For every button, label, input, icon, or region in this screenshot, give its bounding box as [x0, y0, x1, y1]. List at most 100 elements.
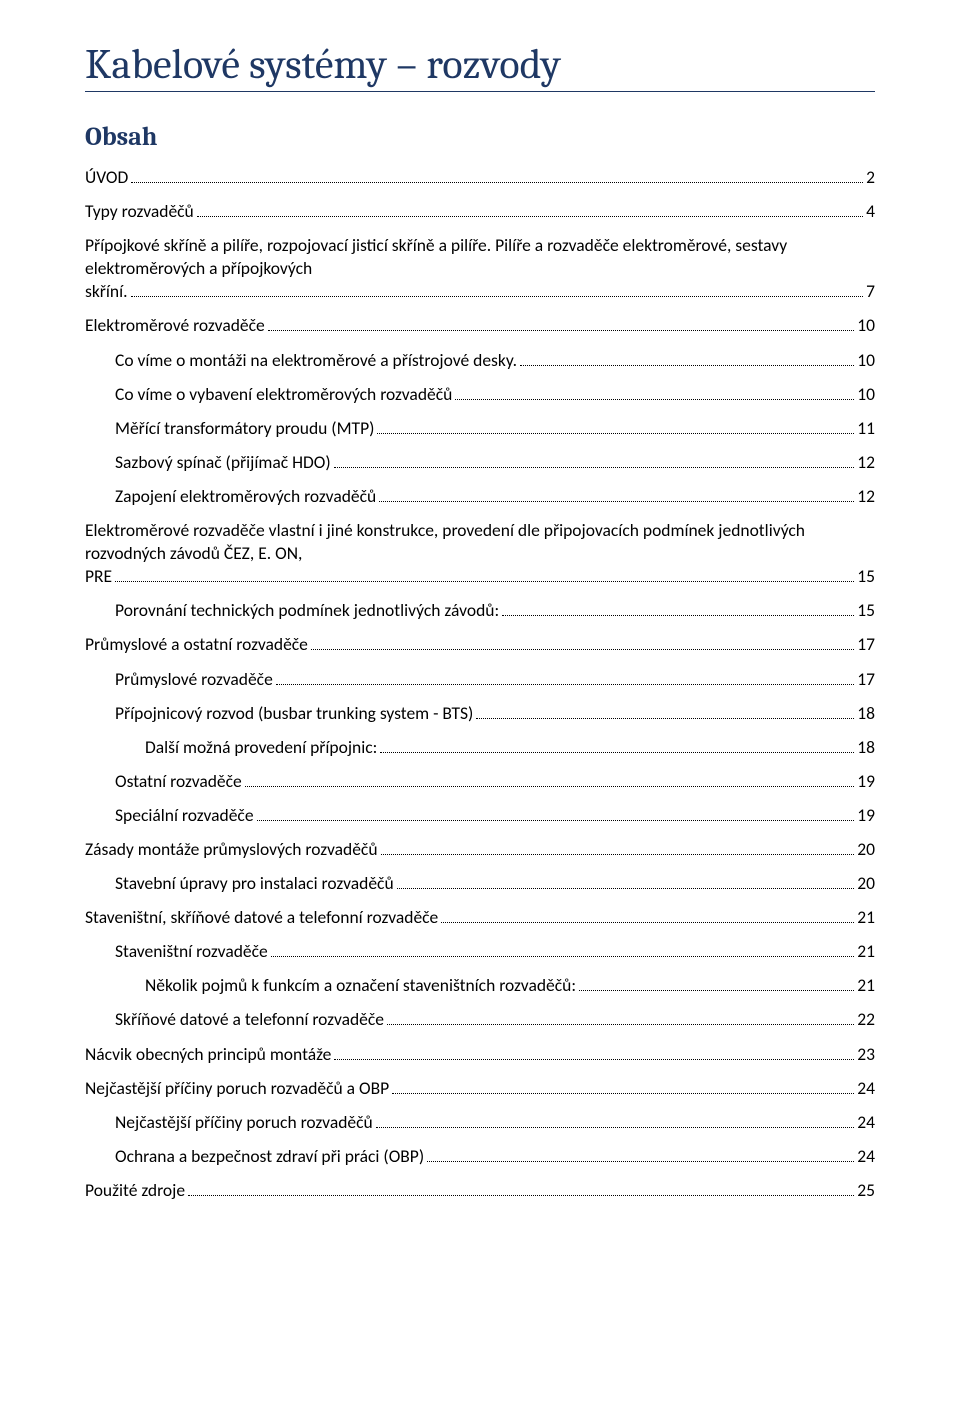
- toc-entry[interactable]: ÚVOD2: [85, 166, 875, 189]
- toc-leader: [379, 486, 854, 502]
- toc-page-number: 21: [857, 940, 875, 963]
- toc-page-number: 20: [857, 838, 875, 861]
- toc-label: Sazbový spínač (přijímač HDO): [115, 451, 331, 474]
- toc-page-number: 15: [857, 565, 875, 588]
- toc-entry[interactable]: Skříňové datové a telefonní rozvaděče 22: [85, 1008, 875, 1031]
- toc-label: Speciální rozvaděče: [115, 804, 254, 827]
- table-of-contents: ÚVOD2 Typy rozvaděčů 4 Přípojkové skříně a …: [85, 166, 875, 1202]
- toc-label: Přípojkové skříně a pilíře, rozpojovací …: [85, 234, 787, 279]
- toc-page-number: 22: [857, 1008, 875, 1031]
- toc-entry[interactable]: Měřící transformátory proudu (MTP)11: [85, 417, 875, 440]
- toc-label: Staveništní rozvaděče: [115, 940, 268, 963]
- toc-leader: [455, 384, 854, 400]
- toc-last-line: PRE 15: [85, 565, 875, 588]
- toc-entry[interactable]: Ostatní rozvaděče 19: [85, 770, 875, 793]
- toc-leader: [197, 201, 863, 217]
- toc-page-number: 10: [857, 349, 875, 372]
- toc-page-number: 15: [857, 599, 875, 622]
- toc-entry[interactable]: Několik pojmů k funkcím a označení stave…: [85, 974, 875, 997]
- toc-leader: [115, 566, 854, 582]
- toc-label: Použité zdroje: [85, 1179, 185, 1202]
- toc-heading: Obsah: [85, 122, 875, 152]
- toc-leader: [271, 942, 855, 958]
- toc-leader: [257, 805, 855, 821]
- toc-entry[interactable]: Ochrana a bezpečnost zdraví při práci (O…: [85, 1145, 875, 1168]
- toc-entry[interactable]: Typy rozvaděčů 4: [85, 200, 875, 223]
- toc-entry[interactable]: Nejčastější příčiny poruch rozvaděčů24: [85, 1111, 875, 1134]
- toc-label: Porovnání technických podmínek jednotliv…: [115, 599, 499, 622]
- toc-label: Ostatní rozvaděče: [115, 770, 242, 793]
- toc-leader: [397, 873, 855, 889]
- toc-entry[interactable]: Co víme o vybavení elektroměrových rozva…: [85, 383, 875, 406]
- toc-leader: [579, 976, 854, 992]
- toc-page-number: 24: [857, 1077, 875, 1100]
- toc-entry[interactable]: Porovnání technických podmínek jednotliv…: [85, 599, 875, 622]
- toc-entry[interactable]: Přípojnicový rozvod (busbar trunking sys…: [85, 702, 875, 725]
- toc-label: Průmyslové rozvaděče: [115, 668, 273, 691]
- toc-page-number: 18: [857, 702, 875, 725]
- toc-entry[interactable]: Elektroměrové rozvaděče vlastní i jiné k…: [85, 519, 875, 588]
- toc-page-number: 20: [857, 872, 875, 895]
- toc-entry[interactable]: Stavební úpravy pro instalaci rozvaděčů 2…: [85, 872, 875, 895]
- toc-page-number: 18: [857, 736, 875, 759]
- toc-label: Co víme o montáži na elektroměrové a pří…: [115, 349, 517, 372]
- toc-entry[interactable]: Přípojkové skříně a pilíře, rozpojovací …: [85, 234, 875, 303]
- toc-entry[interactable]: Speciální rozvaděče19: [85, 804, 875, 827]
- toc-leader: [380, 737, 854, 753]
- toc-entry[interactable]: Průmyslové a ostatní rozvaděče17: [85, 633, 875, 656]
- toc-label: Nejčastější příčiny poruch rozvaděčů: [115, 1111, 373, 1134]
- toc-entry[interactable]: Staveništní, skříňové datové a telefonní…: [85, 906, 875, 929]
- toc-page-number: 4: [866, 200, 875, 223]
- toc-entry[interactable]: Zapojení elektroměrových rozvaděčů 12: [85, 485, 875, 508]
- toc-label-tail: skříní.: [85, 280, 128, 303]
- toc-label: Stavební úpravy pro instalaci rozvaděčů: [115, 872, 394, 895]
- toc-page-number: 7: [866, 280, 875, 303]
- toc-label: Elektroměrové rozvaděče: [85, 314, 265, 337]
- toc-label: Další možná provedení přípojnic:: [145, 736, 377, 759]
- document-title: Kabelové systémy – rozvody: [85, 40, 875, 89]
- toc-page-number: 19: [857, 770, 875, 793]
- toc-leader: [311, 635, 854, 651]
- toc-label: Zásady montáže průmyslových rozvaděčů: [85, 838, 378, 861]
- toc-entry[interactable]: Co víme o montáži na elektroměrové a pří…: [85, 349, 875, 372]
- toc-leader: [245, 771, 855, 787]
- toc-entry[interactable]: Sazbový spínač (přijímač HDO)12: [85, 451, 875, 474]
- toc-leader: [131, 167, 863, 183]
- toc-leader: [392, 1078, 854, 1094]
- toc-label: Nácvik obecných principů montáže: [85, 1043, 331, 1066]
- toc-entry[interactable]: Elektroměrové rozvaděče 10: [85, 314, 875, 337]
- toc-entry[interactable]: Nejčastější příčiny poruch rozvaděčů a O…: [85, 1077, 875, 1100]
- toc-label: Co víme o vybavení elektroměrových rozva…: [115, 383, 452, 406]
- toc-label: Zapojení elektroměrových rozvaděčů: [115, 485, 376, 508]
- toc-label: Typy rozvaděčů: [85, 200, 194, 223]
- toc-leader: [376, 1112, 855, 1128]
- toc-leader: [476, 703, 854, 719]
- toc-label: Nejčastější příčiny poruch rozvaděčů a O…: [85, 1077, 389, 1100]
- toc-leader: [276, 669, 854, 685]
- toc-entry[interactable]: Další možná provedení přípojnic: 18: [85, 736, 875, 759]
- toc-leader: [502, 601, 854, 617]
- toc-label: Přípojnicový rozvod (busbar trunking sys…: [115, 702, 473, 725]
- toc-page-number: 24: [857, 1145, 875, 1168]
- toc-multiline-wrap: Elektroměrové rozvaděče vlastní i jiné k…: [85, 519, 875, 588]
- toc-page-number: 10: [857, 383, 875, 406]
- toc-page-number: 25: [857, 1179, 875, 1202]
- toc-page-number: 12: [857, 485, 875, 508]
- toc-label: Staveništní, skříňové datové a telefonní…: [85, 906, 438, 929]
- toc-label: Ochrana a bezpečnost zdraví při práci (O…: [115, 1145, 424, 1168]
- toc-leader: [131, 282, 864, 298]
- toc-entry[interactable]: Zásady montáže průmyslových rozvaděčů 20: [85, 838, 875, 861]
- toc-page-number: 17: [857, 633, 875, 656]
- toc-label: Skříňové datové a telefonní rozvaděče: [115, 1008, 384, 1031]
- toc-leader: [377, 418, 854, 434]
- toc-multiline-wrap: Přípojkové skříně a pilíře, rozpojovací …: [85, 234, 875, 303]
- toc-page-number: 2: [866, 166, 875, 189]
- toc-entry[interactable]: Nácvik obecných principů montáže23: [85, 1043, 875, 1066]
- toc-last-line: skříní. 7: [85, 280, 875, 303]
- toc-label-tail: PRE: [85, 565, 112, 588]
- toc-entry[interactable]: Průmyslové rozvaděče17: [85, 668, 875, 691]
- toc-page-number: 10: [857, 314, 875, 337]
- toc-entry[interactable]: Použité zdroje 25: [85, 1179, 875, 1202]
- title-block: Kabelové systémy – rozvody: [85, 40, 875, 92]
- toc-entry[interactable]: Staveništní rozvaděče 21: [85, 940, 875, 963]
